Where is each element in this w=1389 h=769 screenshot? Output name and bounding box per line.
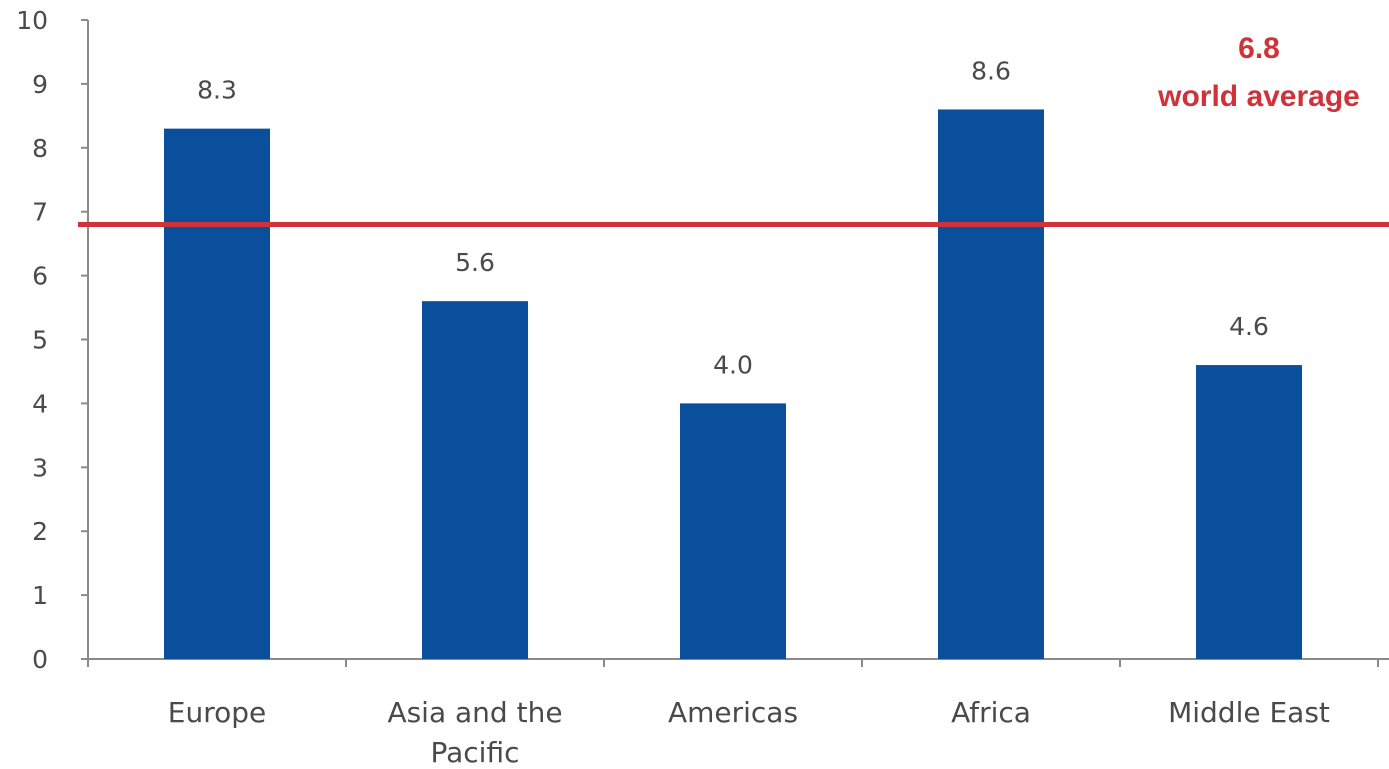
x-tick-label: Middle East bbox=[1168, 696, 1330, 729]
x-tick-label-line: Africa bbox=[951, 696, 1031, 729]
y-tick-label: 7 bbox=[32, 198, 48, 227]
y-tick-label: 8 bbox=[32, 134, 48, 163]
x-tick-label-line: Americas bbox=[668, 696, 798, 729]
bar bbox=[680, 403, 786, 659]
world-average-value: 6.8 bbox=[1238, 32, 1280, 65]
bar bbox=[164, 128, 270, 659]
y-tick-label: 10 bbox=[16, 6, 48, 35]
data-label: 5.6 bbox=[455, 248, 495, 277]
y-tick-label: 1 bbox=[32, 581, 48, 610]
x-tick-label: Americas bbox=[668, 696, 798, 729]
x-tick-label: Africa bbox=[951, 696, 1031, 729]
data-label: 8.6 bbox=[971, 56, 1011, 85]
data-label: 4.0 bbox=[713, 350, 753, 379]
y-tick-label: 4 bbox=[32, 389, 48, 418]
data-label: 8.3 bbox=[197, 76, 237, 105]
bars bbox=[164, 109, 1302, 659]
x-tick-label-line: Pacific bbox=[431, 736, 520, 769]
world-average-reference: 6.8 world average bbox=[78, 32, 1389, 227]
x-tick-label-line: Asia and the bbox=[387, 696, 562, 729]
bar bbox=[1196, 365, 1302, 659]
x-tick-label-line: Europe bbox=[168, 696, 266, 729]
data-label: 4.6 bbox=[1229, 312, 1269, 341]
bar bbox=[938, 109, 1044, 659]
y-tick-label: 5 bbox=[32, 326, 48, 355]
x-tick-label: Asia and the Pacific bbox=[387, 696, 562, 769]
y-tick-label: 9 bbox=[32, 70, 48, 99]
x-tick-label: Europe bbox=[168, 696, 266, 729]
y-axis: 0 1 2 3 4 5 6 7 8 9 10 bbox=[16, 6, 89, 674]
world-average-label: world average bbox=[1157, 80, 1360, 113]
x-tick-label-line: Middle East bbox=[1168, 696, 1330, 729]
data-labels: 8.3 5.6 4.0 8.6 4.6 bbox=[197, 56, 1269, 379]
bar bbox=[422, 301, 528, 659]
x-axis: Europe Asia and the Pacific Americas Africa M… bbox=[87, 658, 1389, 769]
y-tick-label: 2 bbox=[32, 517, 48, 546]
y-tick-label: 0 bbox=[32, 645, 48, 674]
y-tick-label: 3 bbox=[32, 453, 48, 482]
y-tick-label: 6 bbox=[32, 262, 48, 291]
